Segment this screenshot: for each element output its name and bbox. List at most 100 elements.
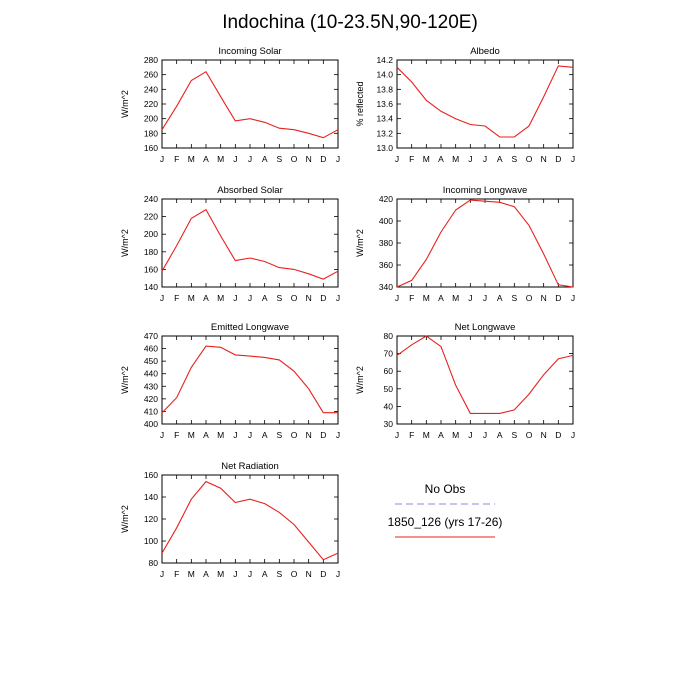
x-tick-label: J [336, 154, 340, 164]
series-line [161, 345, 338, 414]
chart-title: Emitted Longwave [211, 322, 289, 333]
chart-title: Albedo [470, 46, 500, 57]
x-tick-label: F [409, 154, 414, 164]
x-tick-label: J [233, 154, 237, 164]
x-tick-label: A [203, 154, 209, 164]
x-tick-label: F [174, 569, 179, 579]
x-tick-label: A [497, 293, 503, 303]
x-tick-label: F [409, 293, 414, 303]
x-tick-label: J [160, 293, 164, 303]
x-tick-label: N [306, 430, 312, 440]
x-tick-label: J [336, 430, 340, 440]
x-tick-label: J [483, 430, 487, 440]
x-tick-label: M [188, 430, 195, 440]
x-tick-label: J [395, 293, 399, 303]
y-tick-label: 140 [144, 282, 158, 292]
y-axis-label: W/m^2 [120, 90, 130, 118]
y-tick-label: 13.0 [376, 143, 393, 153]
y-tick-label: 260 [144, 70, 158, 80]
chart-frame [161, 59, 339, 149]
y-tick-label: 160 [144, 143, 158, 153]
x-tick-label: M [188, 293, 195, 303]
x-tick-label: N [306, 569, 312, 579]
x-tick-label: M [423, 430, 430, 440]
x-tick-label: M [217, 569, 224, 579]
y-tick-label: 13.8 [376, 84, 393, 94]
x-tick-label: M [217, 293, 224, 303]
y-tick-label: 340 [379, 282, 393, 292]
x-tick-label: F [174, 430, 179, 440]
x-tick-label: D [555, 293, 561, 303]
x-tick-label: J [160, 430, 164, 440]
figure-title: Indochina (10-23.5N,90-120E) [222, 12, 478, 33]
x-tick-label: N [541, 430, 547, 440]
x-tick-label: A [497, 154, 503, 164]
x-tick-label: J [571, 154, 575, 164]
y-tick-label: 40 [384, 401, 394, 411]
x-tick-label: J [468, 154, 472, 164]
x-tick-label: D [555, 154, 561, 164]
x-tick-label: J [336, 293, 340, 303]
y-tick-label: 280 [144, 55, 158, 65]
x-tick-label: D [320, 430, 326, 440]
x-tick-label: J [336, 569, 340, 579]
series-line [161, 208, 339, 280]
x-tick-label: A [438, 293, 444, 303]
y-tick-label: 80 [149, 558, 159, 568]
x-tick-label: M [423, 154, 430, 164]
y-tick-label: 240 [144, 194, 158, 204]
legend-obs-label: No Obs [424, 482, 466, 496]
x-tick-label: M [452, 293, 459, 303]
series-line [396, 65, 574, 138]
y-tick-label: 420 [379, 194, 393, 204]
y-axis-label: W/m^2 [120, 229, 130, 257]
x-tick-label: J [248, 154, 252, 164]
x-tick-label: F [174, 293, 179, 303]
chart-frame [396, 335, 574, 425]
x-tick-label: S [276, 154, 282, 164]
x-tick-label: A [262, 293, 268, 303]
x-tick-label: J [571, 293, 575, 303]
series-line [396, 335, 574, 414]
x-tick-label: A [262, 154, 268, 164]
x-tick-label: A [262, 430, 268, 440]
y-tick-label: 470 [144, 331, 158, 341]
x-tick-label: A [203, 430, 209, 440]
x-tick-label: S [276, 430, 282, 440]
y-tick-label: 450 [144, 356, 158, 366]
x-tick-label: J [395, 154, 399, 164]
y-tick-label: 380 [379, 238, 393, 248]
x-tick-label: D [555, 430, 561, 440]
x-tick-label: O [526, 430, 533, 440]
x-tick-label: O [291, 430, 298, 440]
y-tick-label: 60 [384, 366, 394, 376]
chart-title: Absorbed Solar [217, 185, 282, 196]
x-tick-label: N [306, 154, 312, 164]
y-tick-label: 220 [144, 99, 158, 109]
x-tick-label: O [291, 293, 298, 303]
x-tick-label: O [526, 293, 533, 303]
x-tick-label: S [511, 430, 517, 440]
y-tick-label: 360 [379, 260, 393, 270]
chart-frame [161, 198, 339, 288]
y-tick-label: 180 [144, 128, 158, 138]
y-tick-label: 240 [144, 84, 158, 94]
x-tick-label: M [452, 430, 459, 440]
x-tick-label: N [306, 293, 312, 303]
y-tick-label: 430 [144, 381, 158, 391]
x-tick-label: J [395, 430, 399, 440]
x-tick-label: J [233, 293, 237, 303]
x-tick-label: M [188, 569, 195, 579]
y-tick-label: 100 [144, 536, 158, 546]
x-tick-label: N [541, 154, 547, 164]
y-tick-label: 460 [144, 344, 158, 354]
y-axis-label: W/m^2 [120, 366, 130, 394]
y-tick-label: 180 [144, 247, 158, 257]
x-tick-label: J [233, 569, 237, 579]
y-tick-label: 400 [144, 419, 158, 429]
